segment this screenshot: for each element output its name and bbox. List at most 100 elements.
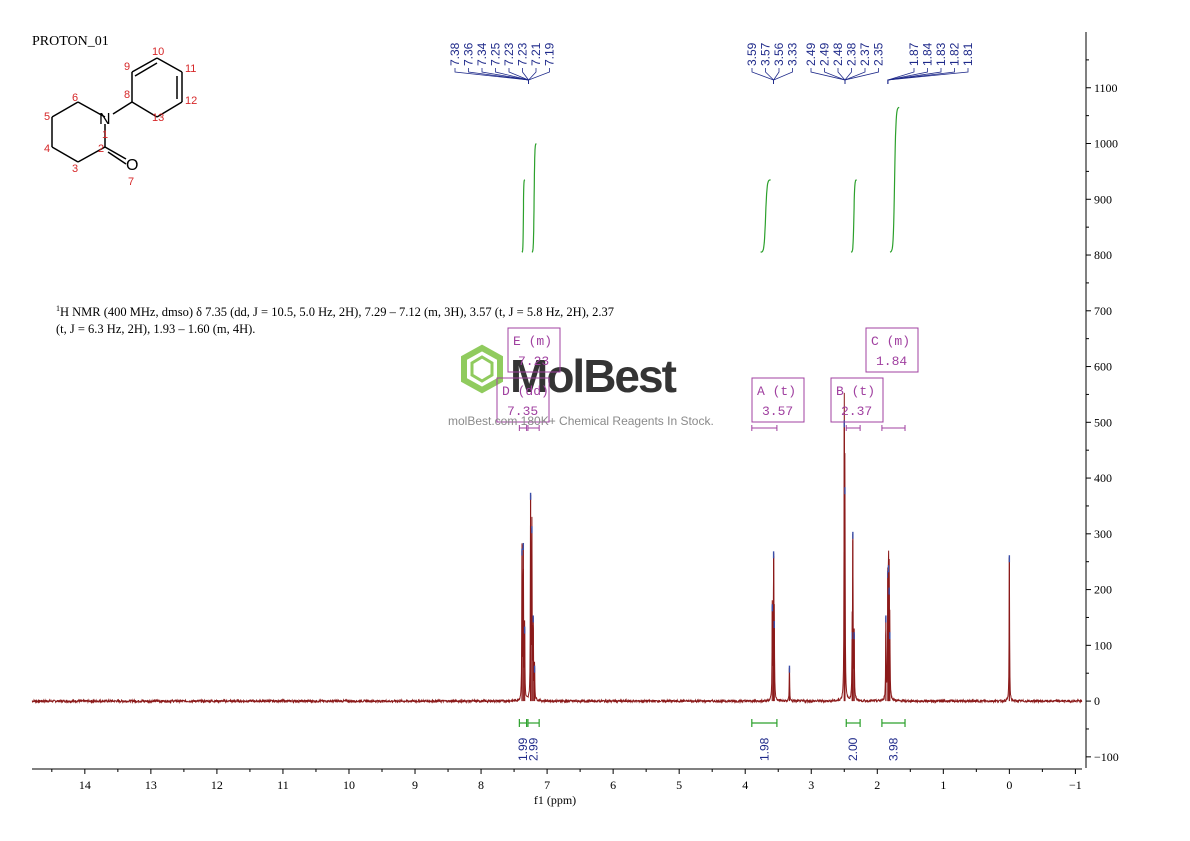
- peak-label-group: 1.87 1.84 1.83 1.82 1.81: [887, 42, 975, 84]
- atom-number: 10: [152, 46, 164, 58]
- experiment-label: PROTON_01: [32, 34, 109, 49]
- integral-value: 1.98: [757, 737, 771, 761]
- peak-label: 3.59: [745, 42, 759, 66]
- atom-number: 12: [185, 95, 197, 107]
- watermark-logo: MolBest: [461, 344, 679, 402]
- multiplet-box: E (m) 7.23: [507, 327, 561, 431]
- watermark-brand: MolBest: [510, 350, 677, 402]
- peak-label-leader: [844, 68, 879, 84]
- multiplet-frame: [507, 327, 561, 373]
- peak-label-leader: [528, 68, 550, 84]
- x-tick-label: 8: [478, 778, 484, 792]
- peak-label: 3.33: [786, 42, 800, 66]
- x-tick-label: 13: [145, 778, 157, 792]
- peak-label: 1.82: [948, 42, 962, 66]
- peak-label: 7.36: [462, 42, 476, 66]
- peak-label: 3.56: [772, 42, 786, 66]
- integral-value: 1.99: [516, 737, 530, 761]
- multiplet-shift: 3.57: [762, 404, 793, 419]
- integral-value: 2.99: [527, 737, 541, 761]
- x-axis: 14 13 12 11 10 9 8 7 6 5 4 3 2 1 0 −1: [32, 768, 1082, 792]
- peak-label: 7.38: [448, 42, 462, 66]
- multiplet-box: D (dd) 7.35: [496, 377, 550, 431]
- atom-number: 4: [44, 143, 50, 155]
- peak-label: 1.87: [907, 42, 921, 66]
- integral-curve: [889, 106, 900, 253]
- nucleus-superscript: 1: [56, 304, 60, 313]
- peak-label: 7.23: [502, 42, 516, 66]
- peak-label-leader: [765, 68, 775, 84]
- atom-number: 11: [185, 63, 196, 75]
- multiplet-frame: [865, 327, 919, 373]
- x-tick-label: 0: [1006, 778, 1012, 792]
- peak-label-leader: [522, 68, 530, 84]
- x-tick-label: 3: [808, 778, 814, 792]
- x-tick-label: 11: [277, 778, 289, 792]
- peak-label: 7.23: [516, 42, 530, 66]
- atom-number: 5: [44, 111, 50, 123]
- peak-label: 7.21: [529, 42, 543, 66]
- peak-label-leader: [773, 68, 793, 84]
- integral-curve: [531, 143, 537, 253]
- spectrum: [31, 392, 1083, 705]
- nmr-description: 1H NMR (400 MHz, dmso) δ 7.35 (dd, J = 1…: [56, 300, 616, 338]
- multiplet-title: E (m): [513, 334, 552, 349]
- multiplet-box: B (t) 2.37: [830, 377, 884, 431]
- atom-n: N: [99, 111, 111, 128]
- peak-label: 7.19: [543, 42, 557, 66]
- peak-label: 1.83: [934, 42, 948, 66]
- y-tick-label: 500: [1094, 415, 1112, 429]
- x-axis-label: f1 (ppm): [534, 793, 576, 807]
- multiplet-title: A (t): [757, 384, 796, 399]
- spectrum-trace: [31, 392, 1083, 705]
- y-tick-label: 300: [1094, 527, 1112, 541]
- peak-label-leader: [887, 68, 915, 84]
- description-text: H NMR (400 MHz, dmso) δ 7.35 (dd, J = 10…: [56, 305, 614, 337]
- peak-label-group: 7.38 7.36 7.34 7.25 7.23 7.23 7.21 7.19: [448, 42, 557, 84]
- y-tick-label: 1100: [1094, 81, 1118, 95]
- peak-label: 1.81: [961, 42, 975, 66]
- multiplet-annotations: A (t)3.57B (t)2.37C (m)1.84D (dd)7.35E (…: [496, 327, 919, 431]
- peak-label: 2.49: [804, 42, 818, 66]
- atom-number: 9: [124, 61, 130, 73]
- peak-labels: 7.38 7.36 7.34 7.25 7.23 7.23 7.21 7.19 3.59 3.57…: [448, 42, 975, 84]
- multiplet-box: A (t) 3.57: [751, 377, 805, 431]
- peak-label-leader: [887, 68, 969, 84]
- peak-label: 7.25: [489, 42, 503, 66]
- x-tick-label: 4: [742, 778, 748, 792]
- peak-label-leader: [528, 68, 537, 84]
- y-tick-label: 900: [1094, 192, 1112, 206]
- peak-label: 2.49: [818, 42, 832, 66]
- multiplet-shift: 1.84: [876, 354, 907, 369]
- peak-label-leader: [837, 68, 846, 84]
- atom-number: 8: [124, 89, 130, 101]
- y-tick-label: 600: [1094, 360, 1112, 374]
- peak-label: 1.84: [921, 42, 935, 66]
- x-tick-label: 1: [940, 778, 946, 792]
- atom-o: O: [126, 157, 138, 174]
- integral-value: 3.98: [886, 737, 900, 761]
- integral-value: 2.00: [846, 737, 860, 761]
- x-tick-label: 14: [79, 778, 91, 792]
- y-tick-label: 0: [1094, 694, 1100, 708]
- multiplet-frame: [830, 377, 884, 423]
- peak-label: 2.38: [845, 42, 859, 66]
- integral-curve: [850, 179, 858, 253]
- peak-label: 7.34: [475, 42, 489, 66]
- peak-label-leader: [773, 68, 780, 84]
- peak-label-leader: [810, 68, 846, 84]
- multiplet-shift: 2.37: [841, 404, 872, 419]
- multiplet-frame: [751, 377, 805, 423]
- atom-numbers: 1 2 3 4 5 6 7 8 9 10 11 12 13: [44, 46, 197, 188]
- molecule-structure: [51, 57, 183, 165]
- peak-label: 2.48: [831, 42, 845, 66]
- x-tick-label: 10: [343, 778, 355, 792]
- atom-number: 7: [128, 176, 134, 188]
- x-tick-label: 5: [676, 778, 682, 792]
- atom-number: 3: [72, 163, 78, 175]
- y-tick-label: 400: [1094, 471, 1112, 485]
- peak-label: 2.35: [872, 42, 886, 66]
- multiplet-frame: [496, 377, 550, 423]
- multiplet-shift: 7.23: [518, 354, 549, 369]
